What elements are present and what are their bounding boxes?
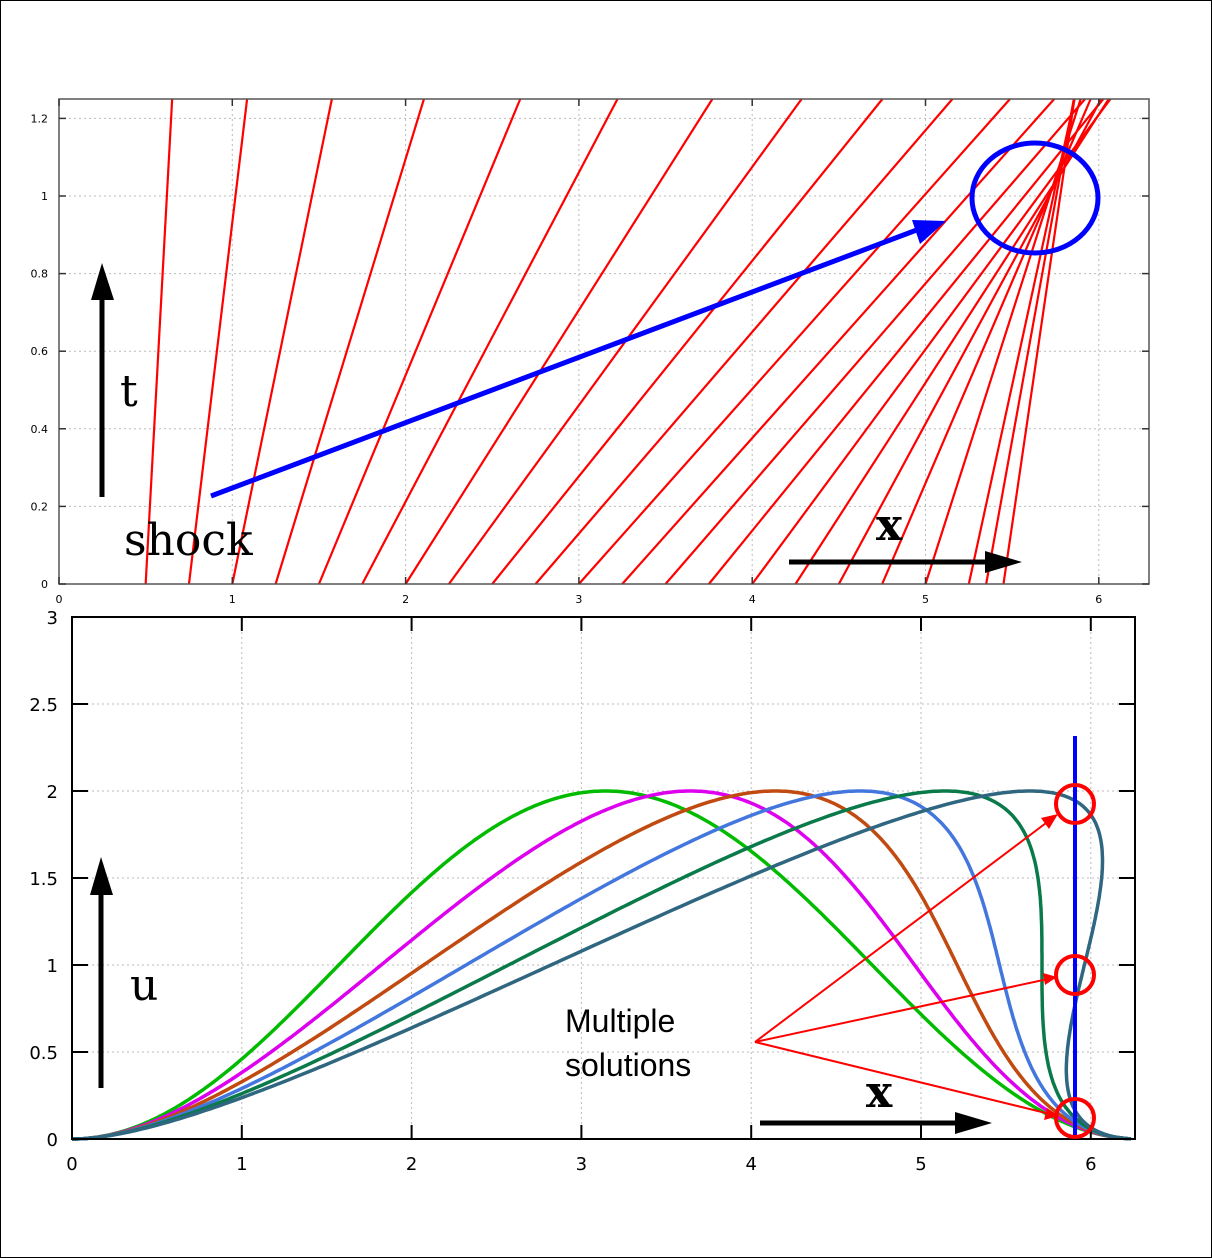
solution-curve xyxy=(72,789,1131,1141)
bottom-xtick-label: 5 xyxy=(915,1154,926,1175)
shock-label: shock xyxy=(124,515,253,566)
top-axis-ticks: 0 1 2 3 4 5 6 0 0.2 0.4 0.6 0.8 1 1.2 xyxy=(31,99,1149,606)
bottom-ytick-label: 0 xyxy=(47,1130,58,1151)
top-ytick-label: 0.4 xyxy=(31,423,49,436)
solution-curve xyxy=(72,789,1132,1141)
top-xtick-label: 5 xyxy=(922,593,929,606)
characteristic-line xyxy=(621,98,1056,585)
characteristic-line xyxy=(708,98,1105,585)
top-ytick-label: 0.8 xyxy=(31,268,49,281)
bottom-xtick-label: 6 xyxy=(1085,1154,1096,1175)
shock-circle xyxy=(969,140,1101,256)
characteristic-line xyxy=(967,98,1076,585)
bottom-axis-ticks: 0 1 2 3 4 5 6 0 0.5 1 1.5 2 2.5 3 xyxy=(29,608,1135,1175)
characteristic-line xyxy=(274,98,425,585)
top-xtick-label: 3 xyxy=(575,593,582,606)
x-axis-arrow-top xyxy=(789,551,1022,573)
bottom-ytick-label: 3 xyxy=(47,608,58,629)
characteristic-line xyxy=(924,98,1082,585)
characteristic-line xyxy=(317,98,522,585)
top-xtick-label: 4 xyxy=(749,593,756,606)
t-axis-arrow xyxy=(91,263,114,497)
top-ytick-label: 0.6 xyxy=(31,345,49,358)
bottom-xtick-label: 0 xyxy=(66,1154,77,1175)
bottom-ytick-label: 2.5 xyxy=(29,695,58,716)
bottom-xtick-label: 3 xyxy=(576,1154,587,1175)
characteristic-line xyxy=(144,98,174,585)
characteristic-line xyxy=(578,98,1011,585)
x-axis-arrow-bottom xyxy=(760,1112,992,1134)
solution-curves xyxy=(72,789,1132,1141)
solution-curve xyxy=(72,789,1132,1141)
characteristic-line xyxy=(231,98,333,585)
characteristic-line xyxy=(1002,98,1076,585)
bottom-xtick-label: 1 xyxy=(236,1154,247,1175)
solution-curve xyxy=(72,789,1132,1141)
right-arrow-icon xyxy=(985,551,1022,573)
solution-circle-top xyxy=(1054,783,1096,825)
up-arrow-icon xyxy=(90,857,113,895)
top-xtick-label: 6 xyxy=(1095,593,1102,606)
characteristic-line xyxy=(985,98,1075,585)
x-label-top: x xyxy=(876,500,903,551)
bottom-ytick-label: 0.5 xyxy=(29,1043,58,1064)
x-label-bottom: x xyxy=(866,1067,893,1118)
top-xtick-label: 1 xyxy=(229,593,236,606)
characteristic-line xyxy=(404,98,714,585)
top-grid xyxy=(59,99,1149,584)
up-arrow-icon xyxy=(91,263,114,300)
top-ytick-label: 1 xyxy=(41,190,48,203)
characteristic-line xyxy=(187,98,249,585)
top-ytick-label: 1.2 xyxy=(31,112,49,125)
characteristic-line xyxy=(534,98,954,585)
top-xtick-label: 0 xyxy=(56,593,63,606)
bottom-ytick-label: 1.5 xyxy=(29,869,58,890)
u-label: u xyxy=(130,960,158,1011)
t-label: t xyxy=(120,366,138,417)
top-xtick-label: 2 xyxy=(402,593,409,606)
multiple-solution-arrows xyxy=(754,814,1059,1120)
right-arrow-icon xyxy=(955,1112,992,1134)
top-ytick-label: 0.2 xyxy=(31,500,49,513)
top-plot-frame xyxy=(58,98,1150,585)
multiple-label: Multiple xyxy=(565,1003,675,1039)
characteristic-line xyxy=(751,98,1112,585)
solution-circle-middle xyxy=(1054,954,1096,996)
characteristic-line xyxy=(361,98,619,585)
solution-profiles-plot: 0 1 2 3 4 5 600.511.522.53 Multiple solutions … xyxy=(29,608,1136,1175)
characteristics-plot: 0 1 2 3 4 5 6 0 0.2 0.4 0.6 0.8 1 1.2 t shock x xyxy=(31,98,1150,606)
solution-curve xyxy=(72,789,1131,1141)
bottom-xtick-label: 2 xyxy=(406,1154,417,1175)
characteristic-line xyxy=(664,98,1086,585)
characteristic-line xyxy=(491,98,884,585)
solutions-label: solutions xyxy=(565,1047,691,1083)
solution-circle-bottom xyxy=(1054,1097,1096,1139)
characteristic-lines xyxy=(144,98,1112,585)
bottom-ytick-label: 1 xyxy=(47,956,58,977)
bottom-ytick-label: 2 xyxy=(47,782,58,803)
bottom-xtick-label: 4 xyxy=(745,1154,756,1175)
shock-arrow xyxy=(210,220,946,499)
solution-curve xyxy=(72,789,1132,1141)
shock-arrowhead-icon xyxy=(912,220,946,244)
top-ytick-label: 0 xyxy=(41,578,48,591)
u-axis-arrow xyxy=(90,857,113,1088)
